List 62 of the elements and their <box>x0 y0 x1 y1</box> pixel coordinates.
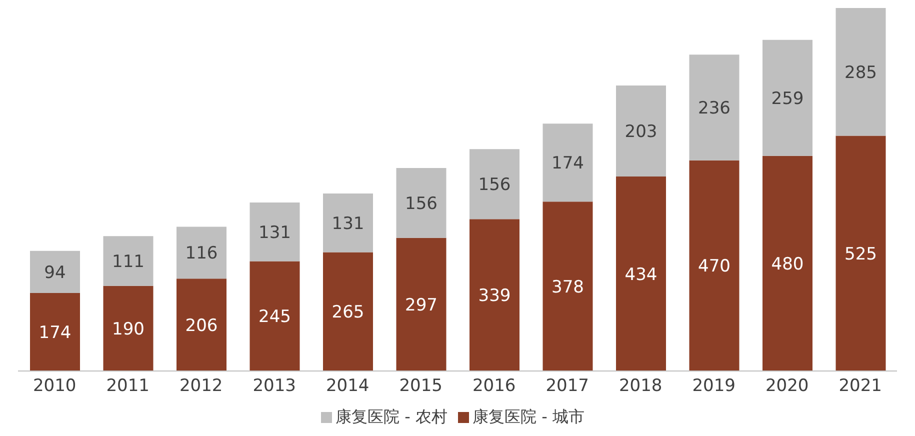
legend-label: 康复医院 - 农村 <box>336 407 448 426</box>
bar <box>762 40 812 156</box>
data-label: 94 <box>44 262 66 283</box>
x-tick-label: 2021 <box>838 376 882 396</box>
data-label: 131 <box>258 222 291 243</box>
data-label: 190 <box>112 319 144 340</box>
data-label: 525 <box>844 244 877 264</box>
data-label: 259 <box>771 88 804 109</box>
bar <box>103 286 154 371</box>
x-tick-label: 2011 <box>106 376 150 396</box>
bar <box>396 238 446 371</box>
x-tick-label: 2015 <box>399 376 443 396</box>
x-tick-label: 2014 <box>326 376 370 396</box>
data-label: 265 <box>332 302 364 323</box>
x-tick-label: 2012 <box>179 376 223 396</box>
data-label: 236 <box>698 98 730 119</box>
bar <box>176 278 226 371</box>
bar <box>250 261 300 371</box>
bar <box>103 236 154 286</box>
bar <box>542 202 593 371</box>
x-tick-label: 2016 <box>472 376 516 396</box>
x-tick-label: 2020 <box>765 376 809 396</box>
bar <box>616 176 666 371</box>
x-tick-label: 2010 <box>32 376 76 396</box>
x-tick-label: 2018 <box>618 376 662 396</box>
x-tick-label: 2019 <box>692 376 736 396</box>
data-label: 174 <box>38 323 72 344</box>
data-label: 434 <box>624 264 658 285</box>
bar <box>689 160 740 371</box>
bar <box>30 293 80 371</box>
x-tick-label: 2017 <box>546 376 590 396</box>
data-label: 203 <box>624 122 658 142</box>
bar <box>762 156 812 371</box>
bar <box>836 136 886 371</box>
bar <box>323 194 373 252</box>
bar <box>30 250 80 294</box>
data-label: 206 <box>185 316 218 336</box>
data-label: 339 <box>478 286 511 306</box>
data-label: 174 <box>552 154 584 174</box>
data-label: 378 <box>552 277 584 298</box>
x-tick-label: 2013 <box>252 376 296 396</box>
bar <box>470 219 520 371</box>
bar <box>836 8 886 136</box>
bar <box>176 226 226 279</box>
data-label: 297 <box>405 295 438 316</box>
bar <box>396 168 446 238</box>
bar <box>250 202 300 262</box>
data-label: 131 <box>332 214 364 234</box>
data-label: 156 <box>478 175 511 196</box>
data-label: 285 <box>844 62 877 83</box>
bar <box>616 86 666 177</box>
data-label: 470 <box>698 256 730 277</box>
bar <box>470 149 520 220</box>
bar <box>323 252 373 371</box>
data-label: 156 <box>405 194 438 214</box>
data-label: 111 <box>112 252 144 272</box>
legend-label: 康复医院 - 城市 <box>472 407 584 426</box>
bar <box>689 54 740 160</box>
data-label: 116 <box>185 244 218 264</box>
bar <box>542 124 593 202</box>
data-label: 480 <box>771 254 804 274</box>
data-label: 245 <box>258 307 291 328</box>
